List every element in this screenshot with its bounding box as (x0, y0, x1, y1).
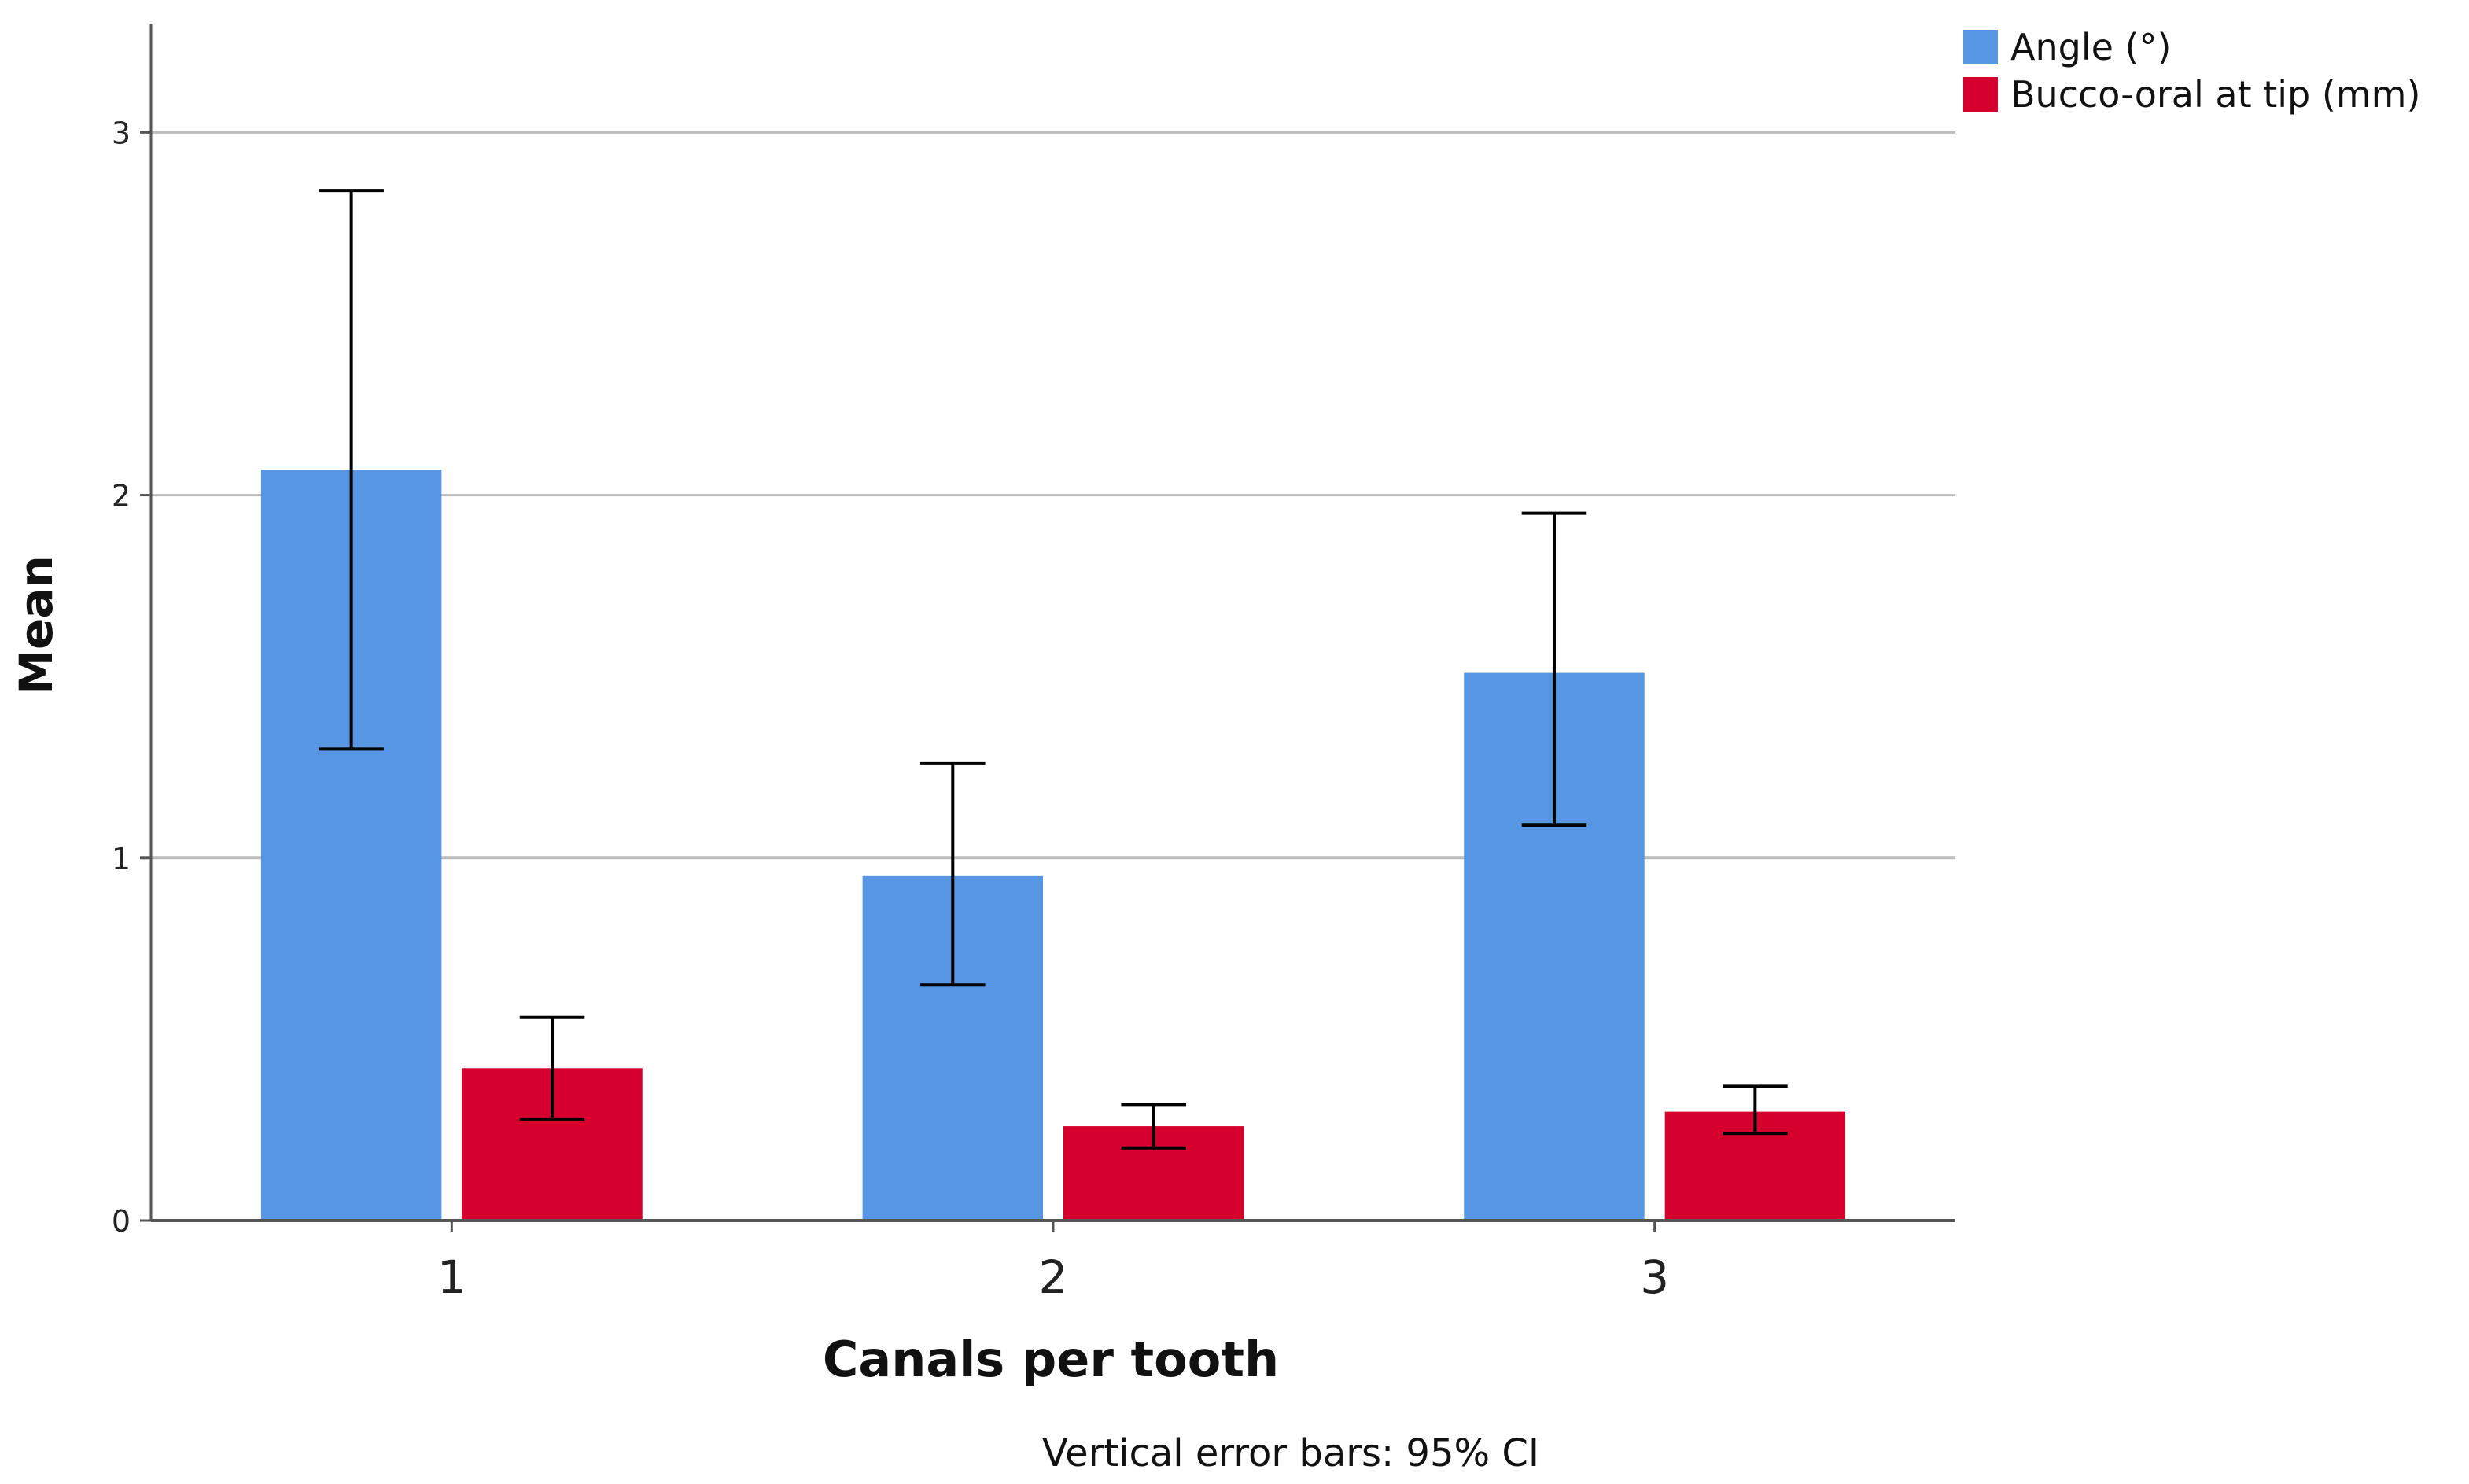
y-axis-ticks: 0 1 2 3 (112, 116, 151, 1239)
gridlines (151, 131, 1955, 860)
y-tick-label-0: 0 (112, 1204, 131, 1239)
error-bar-series1-cat3 (1521, 511, 1587, 827)
error-bar-series2-cat2 (1121, 1103, 1186, 1150)
x-tick-label-2: 2 (1039, 1250, 1068, 1304)
error-bar-series2-cat1 (519, 1015, 585, 1121)
x-tick-label-3: 3 (1640, 1250, 1669, 1304)
error-bars (319, 189, 1788, 1150)
legend-label: Angle (°) (2010, 26, 2171, 68)
y-axis-title: Mean (9, 555, 63, 694)
y-tick-label-1: 1 (112, 841, 131, 876)
legend-item-series2: Bucco-oral at tip (mm) (1963, 73, 2420, 116)
legend-item-series1: Angle (°) (1963, 26, 2171, 68)
legend: Angle (°) Bucco-oral at tip (mm) (1963, 26, 2420, 116)
legend-label: Bucco-oral at tip (mm) (2010, 73, 2420, 116)
error-bar-footnote: Vertical error bars: 95% CI (1042, 1431, 1539, 1475)
error-bar-series1-cat1 (319, 189, 384, 751)
error-bar-series2-cat3 (1723, 1084, 1788, 1136)
bars (260, 470, 1846, 1221)
y-tick-label-2: 2 (112, 479, 131, 514)
legend-swatch (1963, 30, 1998, 64)
legend-swatch (1963, 77, 1998, 112)
error-bar-series1-cat2 (920, 761, 986, 987)
x-axis-title: Canals per tooth (823, 1331, 1279, 1388)
x-tick-label-1: 1 (437, 1250, 466, 1304)
x-axis-ticks: 1 2 3 (437, 1221, 1669, 1304)
y-tick-label-3: 3 (112, 116, 131, 150)
